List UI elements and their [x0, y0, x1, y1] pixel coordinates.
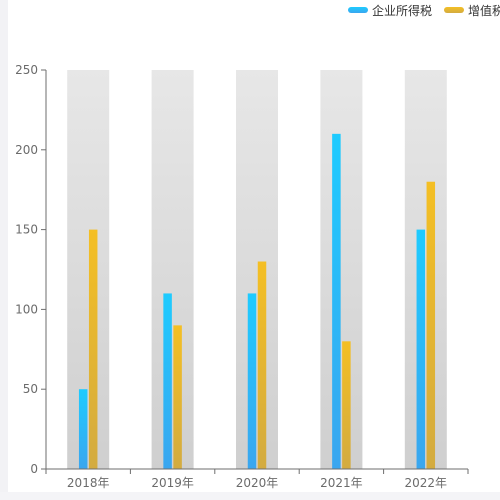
legend-swatch: [444, 7, 464, 13]
category-band: [67, 70, 110, 469]
category-band: [151, 70, 194, 469]
legend-label: 企业所得税: [372, 3, 432, 18]
legend-label: 增值税: [468, 3, 500, 18]
bars-layer: [78, 133, 436, 469]
bar-series-1: [163, 293, 172, 469]
left-edge-strip: [0, 0, 8, 500]
category-band: [404, 70, 447, 469]
bar-series-2: [88, 229, 98, 469]
y-tick-label: 50: [23, 382, 38, 396]
x-tick-label: 2020年: [236, 476, 279, 490]
bar-series-1: [416, 229, 426, 469]
y-tick-label: 250: [15, 63, 38, 77]
bar-series-2: [342, 341, 351, 469]
y-tick-label: 0: [30, 462, 38, 476]
axes-layer: 2018年 2019年 2020年 2021年 2022年 0 50 100 150 200 250: [15, 63, 469, 490]
legend-swatch: [348, 7, 368, 13]
bar-series-2: [426, 181, 436, 469]
bar-series-2: [257, 261, 267, 469]
x-tick-label: 2018年: [67, 476, 110, 490]
y-tick-label: 100: [15, 302, 38, 316]
y-tick-label: 150: [15, 223, 38, 237]
category-band: [320, 70, 363, 469]
x-tick-label: 2019年: [151, 476, 194, 490]
bar-series-1: [247, 293, 257, 469]
bar-series-2: [173, 325, 182, 469]
category-band: [236, 70, 278, 469]
x-tick-label: 2022年: [405, 476, 448, 490]
bar-series-1: [78, 389, 88, 469]
legend[interactable]: 企业所得税 增值税: [348, 3, 500, 18]
category-bands: [67, 70, 447, 469]
bottom-edge-strip: [0, 492, 500, 500]
bar-series-1: [332, 133, 341, 469]
y-tick-label: 200: [15, 143, 38, 157]
x-tick-label: 2021年: [320, 476, 363, 490]
